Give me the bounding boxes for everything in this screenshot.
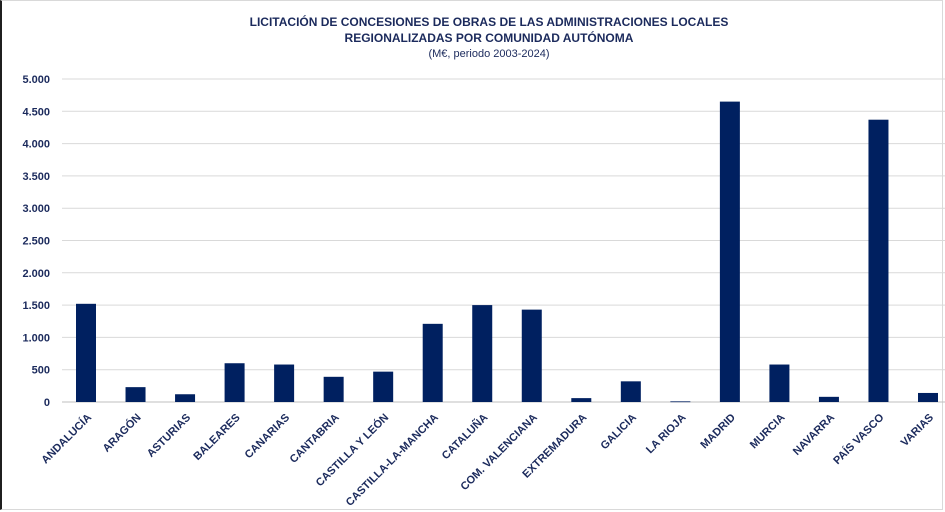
- bar: [274, 364, 295, 402]
- bar: [472, 305, 493, 402]
- y-tick-label: 4.000: [22, 139, 50, 151]
- bar: [323, 376, 344, 402]
- bar: [521, 309, 542, 402]
- y-tick-label: 2.500: [22, 236, 50, 248]
- x-tick-label: PAÍS VASCO: [831, 411, 887, 467]
- bar: [818, 396, 839, 402]
- bar: [620, 381, 641, 402]
- chart-title-line-1: LICITACIÓN DE CONCESIONES DE OBRAS DE LA…: [249, 15, 729, 29]
- x-tick-label: CANARIAS: [243, 412, 293, 462]
- y-tick-label: 1.500: [22, 300, 50, 312]
- y-tick-label: 3.500: [22, 171, 50, 183]
- x-tick-label: BALEARES: [191, 412, 242, 463]
- y-tick-label: 0: [44, 397, 50, 409]
- bar: [769, 364, 790, 402]
- x-tick-label: ARAGÓN: [100, 411, 144, 455]
- bar: [670, 401, 691, 403]
- chart-title-line-2: REGIONALIZADAS POR COMUNIDAD AUTÓNOMA: [344, 31, 634, 45]
- x-tick-label: ANDALUCÍA: [39, 411, 94, 466]
- x-tick-label: MADRID: [698, 412, 738, 452]
- bar: [571, 398, 592, 402]
- x-tick-label: CASTILLA-LA-MANCHA: [344, 412, 441, 509]
- bar: [125, 387, 146, 402]
- bar: [868, 119, 889, 402]
- y-tick-label: 2.000: [22, 268, 50, 280]
- x-tick-label: GALICIA: [598, 412, 638, 452]
- y-tick-label: 4.500: [22, 106, 50, 118]
- bar: [224, 363, 245, 402]
- bar: [76, 303, 96, 402]
- y-tick-label: 500: [32, 365, 50, 377]
- chart-titles: LICITACIÓN DE CONCESIONES DE OBRAS DE LA…: [60, 14, 918, 62]
- x-tick-label: CANTABRIA: [288, 412, 342, 466]
- x-tick-label: LA RIOJA: [644, 412, 689, 457]
- bar: [918, 392, 938, 402]
- bar: [719, 101, 740, 403]
- bar: [373, 371, 394, 402]
- x-tick-label: CATALUÑA: [439, 411, 490, 462]
- x-tick-label: ASTURIAS: [145, 412, 193, 460]
- x-tick-label: VARIAS: [899, 412, 936, 449]
- y-tick-label: 5.000: [22, 74, 50, 86]
- bar: [422, 323, 443, 402]
- x-tick-label: MURCIA: [748, 412, 788, 452]
- bar: [175, 394, 196, 402]
- y-tick-label: 1.000: [22, 332, 50, 344]
- y-tick-label: 3.000: [22, 203, 50, 215]
- x-tick-label: NAVARRA: [791, 412, 837, 458]
- chart-subtitle: (M€, periodo 2003-2024): [428, 48, 550, 60]
